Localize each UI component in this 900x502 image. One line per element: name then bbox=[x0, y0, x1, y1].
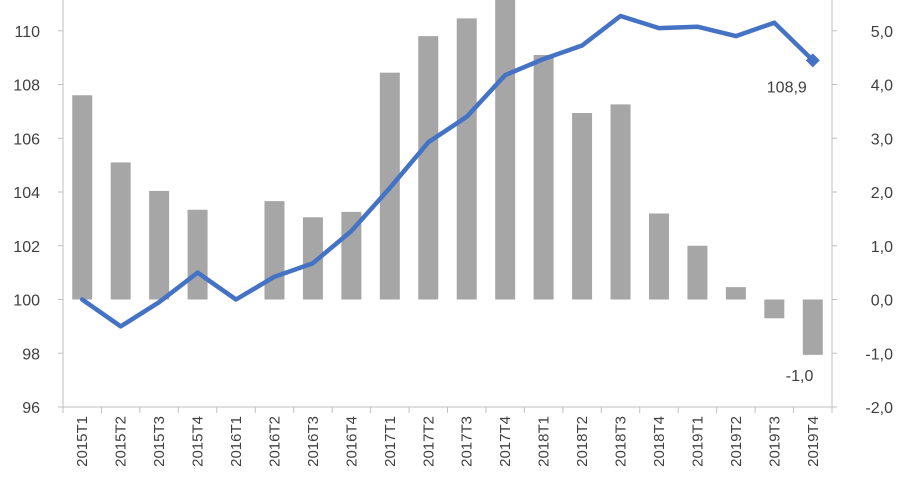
line-data-label: 108,9 bbox=[767, 79, 807, 96]
bar-2017T4 bbox=[495, 0, 516, 300]
category-label: 2019T3 bbox=[766, 416, 783, 467]
bar-2018T3 bbox=[610, 104, 631, 300]
bar-2016T3 bbox=[302, 217, 323, 300]
left-tick-label: 98 bbox=[22, 346, 40, 363]
right-tick-labels: -2,0 -1,0 0,0 1,0 2,0 3,0 4,0 5,0 bbox=[865, 24, 893, 417]
bar-2015T2 bbox=[110, 162, 131, 300]
bar-2016T2 bbox=[264, 201, 285, 300]
category-label: 2017T4 bbox=[497, 416, 514, 467]
category-label: 2015T1 bbox=[74, 416, 91, 467]
bar-2019T2 bbox=[725, 287, 746, 300]
line-points bbox=[805, 53, 820, 68]
right-tick-label: -1,0 bbox=[865, 346, 893, 363]
bar-2017T2 bbox=[418, 36, 439, 300]
right-tick-label: 5,0 bbox=[871, 24, 893, 41]
data-labels: 108,9 -1,0 bbox=[767, 79, 814, 385]
right-tick-label: -2,0 bbox=[865, 400, 893, 417]
right-tick-label: 4,0 bbox=[871, 78, 893, 95]
bar-data-label: -1,0 bbox=[786, 368, 814, 385]
right-tick-label: 3,0 bbox=[871, 131, 893, 148]
bar-2018T2 bbox=[572, 112, 593, 300]
line-point-2019T4 bbox=[805, 53, 820, 68]
right-tick-label: 2,0 bbox=[871, 185, 893, 202]
category-label: 2019T4 bbox=[805, 416, 822, 467]
x-tick-marks bbox=[58, 30, 837, 413]
category-label: 2018T2 bbox=[574, 416, 591, 467]
category-label: 2017T2 bbox=[420, 416, 437, 467]
category-label: 2018T3 bbox=[613, 416, 630, 467]
left-tick-label: 106 bbox=[13, 131, 40, 148]
bar-2018T4 bbox=[648, 213, 669, 300]
left-tick-label: 96 bbox=[22, 400, 40, 417]
left-tick-label: 108 bbox=[13, 78, 40, 95]
bar-2015T3 bbox=[149, 190, 170, 300]
category-label: 2019T1 bbox=[689, 416, 706, 467]
category-label: 2016T4 bbox=[343, 416, 360, 467]
bar-series bbox=[72, 0, 823, 355]
left-tick-label: 102 bbox=[13, 239, 40, 256]
left-tick-label: 100 bbox=[13, 293, 40, 310]
category-label: 2016T3 bbox=[305, 416, 322, 467]
left-tick-labels: 96 98 100 102 104 106 108 110 bbox=[13, 24, 40, 417]
bar-2019T3 bbox=[764, 299, 785, 319]
category-label: 2018T4 bbox=[651, 416, 668, 467]
category-label: 2015T4 bbox=[190, 416, 207, 467]
category-label: 2019T2 bbox=[728, 416, 745, 467]
right-tick-label: 0,0 bbox=[871, 293, 893, 310]
category-label: 2015T3 bbox=[151, 416, 168, 467]
category-label: 2017T1 bbox=[382, 416, 399, 467]
bar-2019T1 bbox=[687, 245, 708, 300]
category-label: 2018T1 bbox=[536, 416, 553, 467]
category-label: 2016T1 bbox=[228, 416, 245, 467]
right-tick-label: 1,0 bbox=[871, 239, 893, 256]
category-label: 2016T2 bbox=[266, 416, 283, 467]
category-label: 2015T2 bbox=[113, 416, 130, 467]
left-tick-label: 104 bbox=[13, 185, 40, 202]
bar-2019T4 bbox=[802, 299, 823, 355]
left-tick-label: 110 bbox=[14, 24, 40, 41]
line-series bbox=[79, 13, 816, 329]
bar-2015T1 bbox=[72, 95, 93, 300]
category-label: 2017T3 bbox=[459, 416, 476, 467]
bar-2017T3 bbox=[456, 18, 477, 300]
bar-2015T4 bbox=[187, 209, 208, 300]
bar-2018T1 bbox=[533, 54, 554, 300]
category-labels: 2015T1 2015T2 2015T3 2015T4 2016T1 2016T2 2016… bbox=[74, 416, 822, 467]
